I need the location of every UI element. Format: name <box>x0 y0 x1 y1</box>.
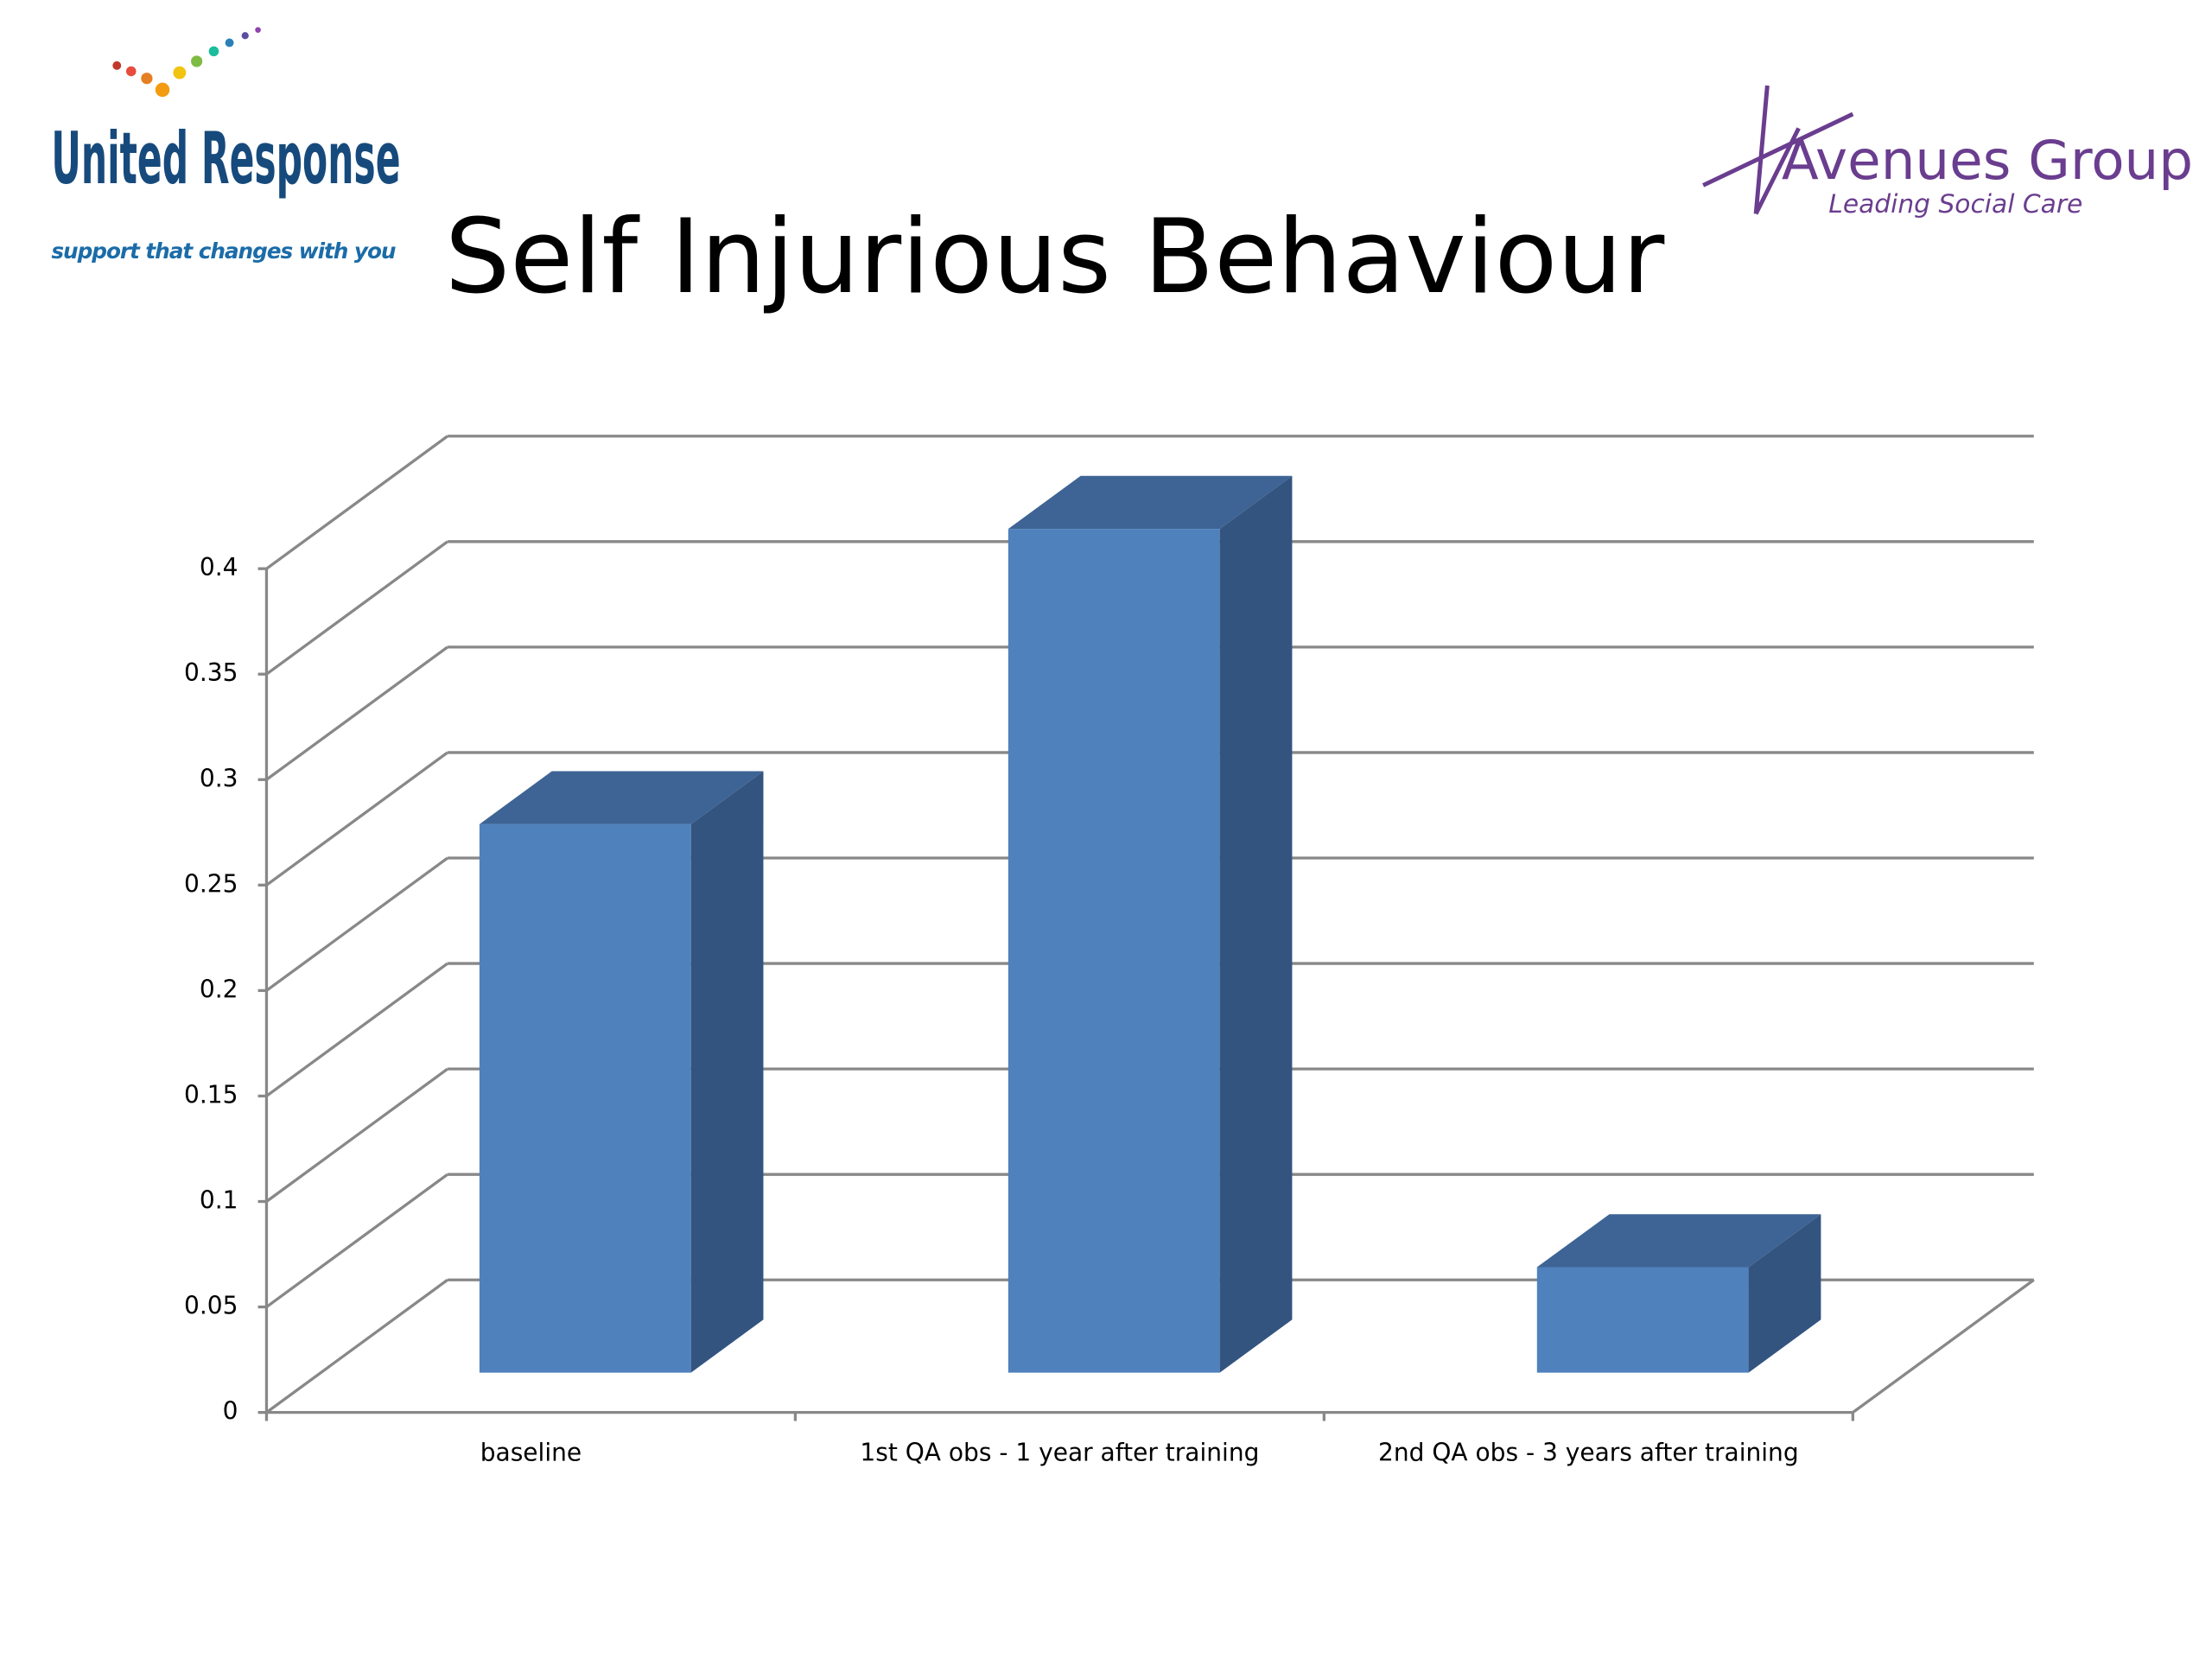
chart-title: Self Injurious Behaviour <box>445 198 1665 317</box>
y-tick-label: 0.1 <box>200 1186 238 1215</box>
x-tick-label: 1st QA obs - 1 year after training <box>860 1438 1259 1466</box>
logo-right: Avenues Group Leading Social Care <box>1702 85 2193 219</box>
bar-side <box>1748 1214 1821 1373</box>
y-tick-label: 0.3 <box>200 764 238 792</box>
logo-left: United Response support that changes wit… <box>51 27 401 264</box>
bar-top <box>479 771 764 824</box>
grid-line <box>265 435 448 570</box>
bar <box>1007 529 1220 1373</box>
grid-line <box>265 1173 448 1308</box>
grid-line <box>265 1278 448 1414</box>
floor-edge <box>1852 1278 2035 1414</box>
y-tick-label: 0 <box>223 1397 238 1426</box>
grid-line <box>265 1067 448 1203</box>
logo-tagline: Leading Social Care <box>1828 189 2082 219</box>
y-tick-label: 0.4 <box>200 553 238 582</box>
grid-line <box>265 645 448 781</box>
bar-side <box>1219 475 1293 1373</box>
grid-line <box>265 751 448 887</box>
x-tick-label: baseline <box>480 1438 582 1466</box>
y-tick-label: 0.25 <box>184 869 238 898</box>
bar <box>1536 1267 1749 1373</box>
grid-line <box>265 856 448 992</box>
x-tick-label: 2nd QA obs - 3 years after training <box>1378 1438 1799 1466</box>
logo-name: United Response <box>51 118 400 200</box>
bar-side <box>690 771 764 1373</box>
bar-top <box>1536 1214 1821 1268</box>
logo-tagline: support that changes with you <box>51 238 396 264</box>
bar <box>479 823 691 1373</box>
grid-line <box>265 540 448 676</box>
bar-top <box>1007 475 1293 530</box>
y-tick-label: 0.05 <box>184 1292 238 1320</box>
y-tick-label: 0.15 <box>184 1080 238 1109</box>
y-tick-label: 0.35 <box>184 658 238 687</box>
y-tick-label: 0.2 <box>200 975 238 1003</box>
grid-line <box>265 962 448 1097</box>
logo-name: Avenues Group <box>1782 129 2193 192</box>
